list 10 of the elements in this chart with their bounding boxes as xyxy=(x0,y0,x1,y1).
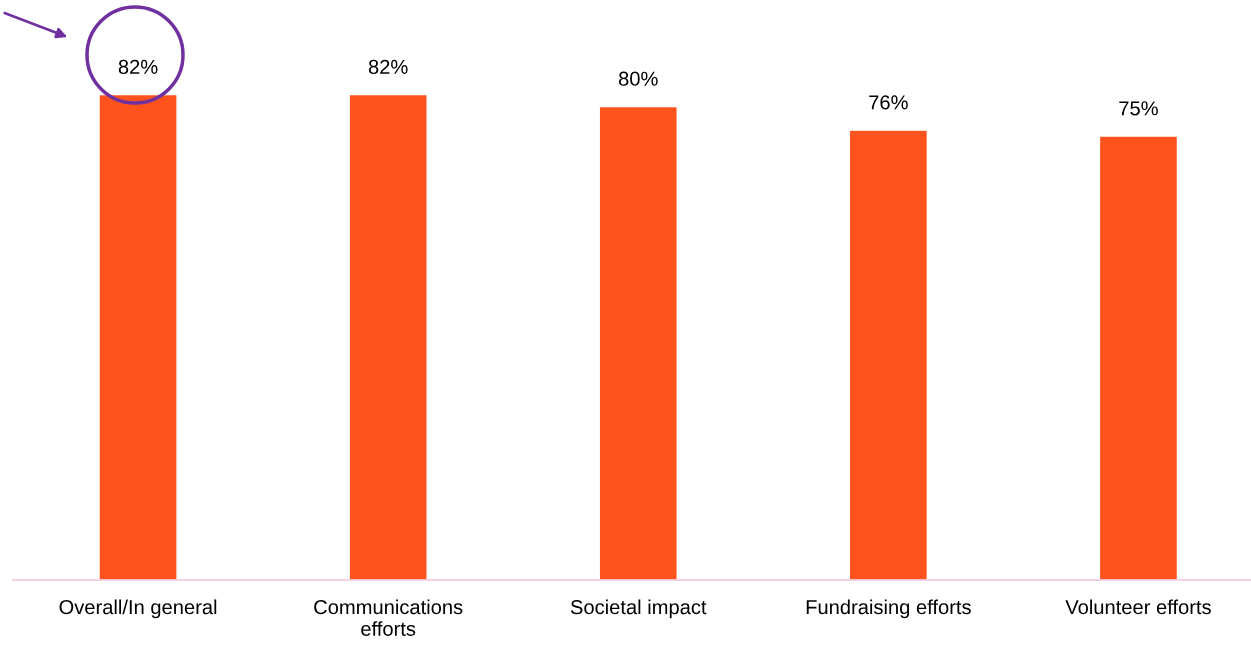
data-label: 80% xyxy=(618,71,658,86)
x-tick-label: Volunteer efforts xyxy=(1065,599,1211,615)
x-tick-label: Overall/In general xyxy=(59,599,217,619)
x-tick-label: Communications efforts xyxy=(314,599,463,636)
x-tick-label: Fundraising efforts xyxy=(806,599,971,619)
data-label: 76% xyxy=(869,95,908,110)
data-label: 75% xyxy=(1119,101,1158,116)
data-label: 82% xyxy=(118,59,158,74)
x-tick-label: Societal impact xyxy=(570,599,707,619)
data-label: 82% xyxy=(368,59,408,74)
